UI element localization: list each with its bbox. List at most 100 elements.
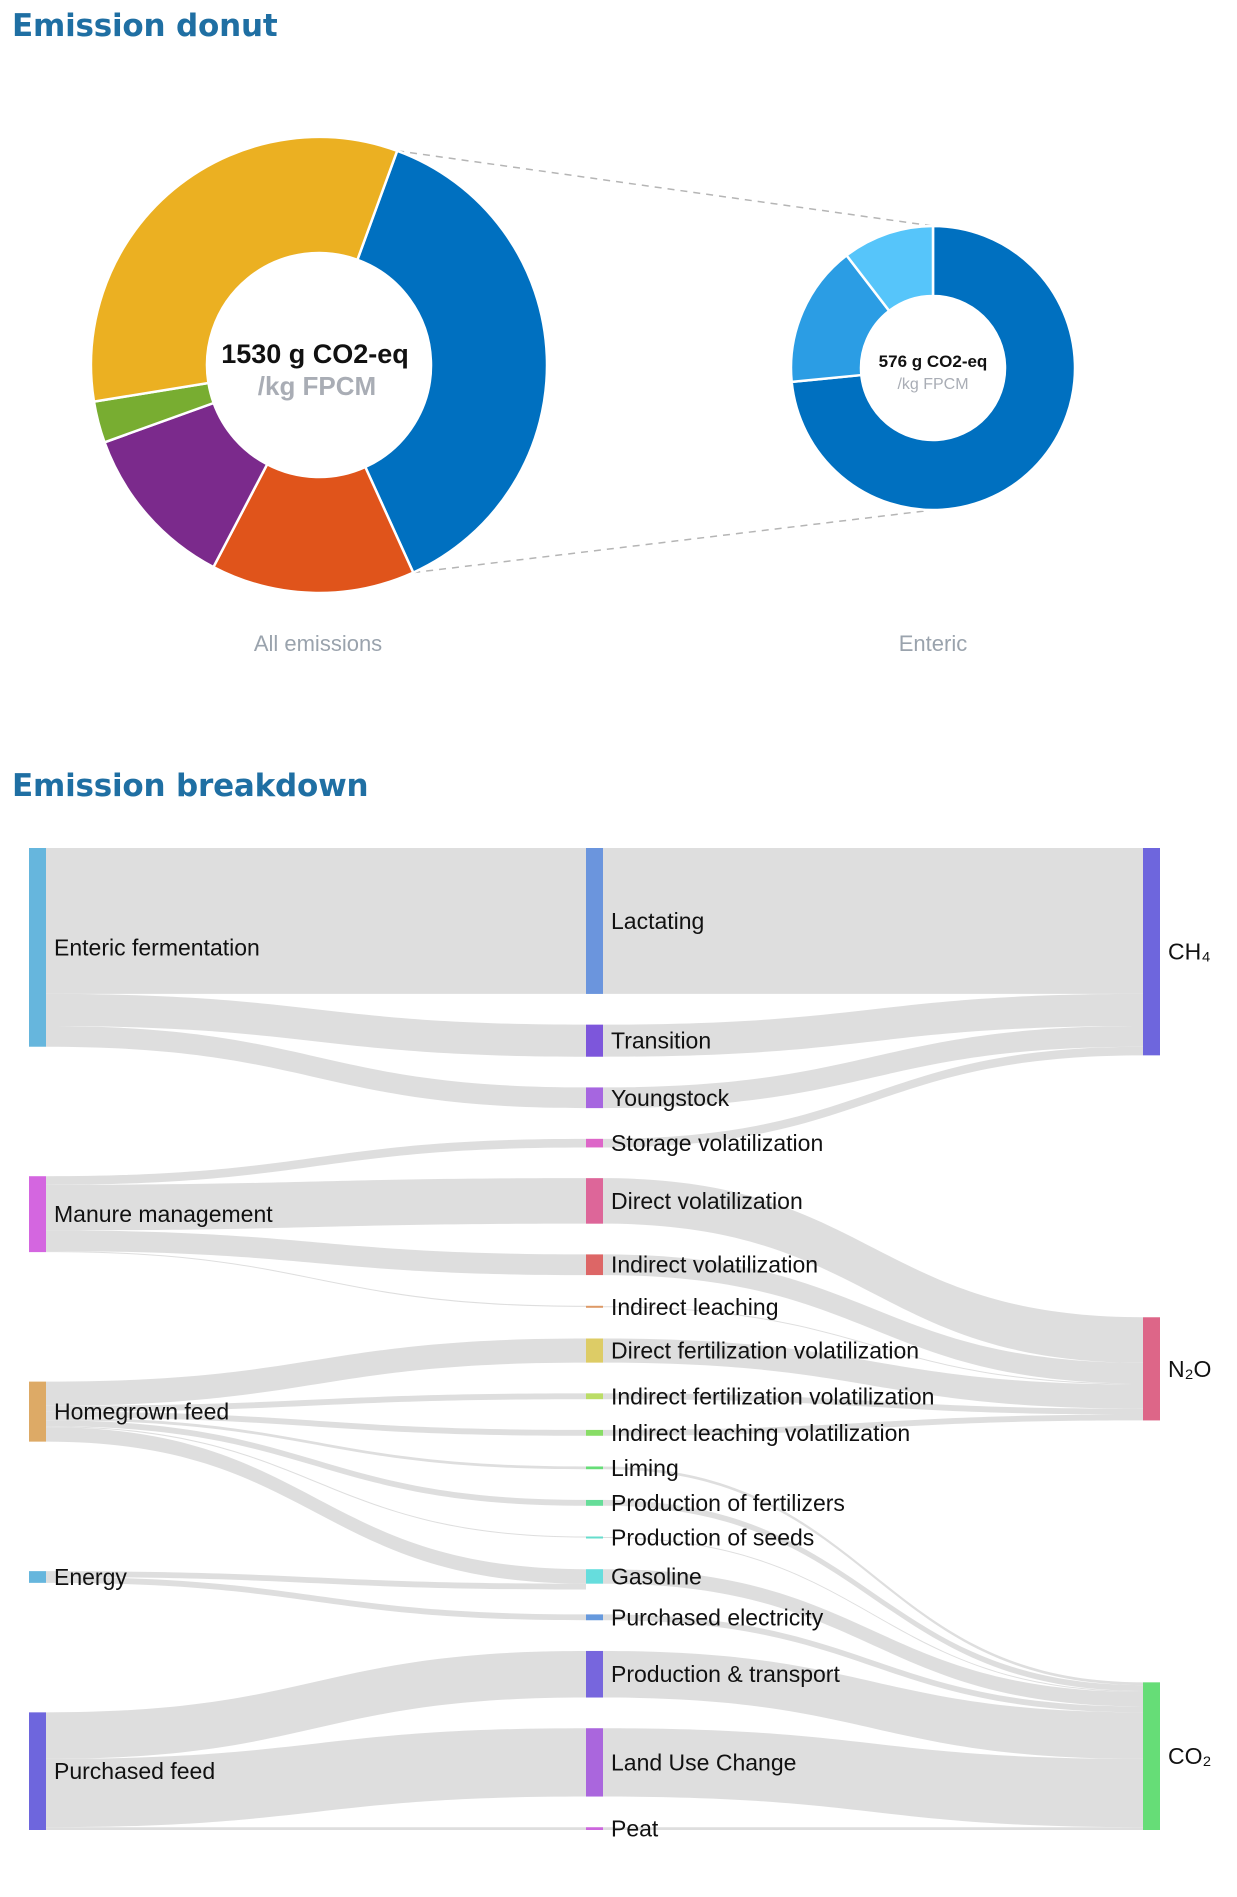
category-label-direct_vol: Direct volatilization xyxy=(611,1188,803,1214)
all-emissions-donut xyxy=(89,135,549,595)
gas-node-ch4[interactable] xyxy=(1143,848,1160,1056)
source-node-manure[interactable] xyxy=(29,1176,46,1253)
link-prod_transport-to-co2[interactable] xyxy=(603,1650,1143,1759)
link-manure-to-indirect_vol[interactable] xyxy=(46,1230,586,1276)
link-purch_elec-to-co2[interactable] xyxy=(603,1614,1143,1713)
category-node-indirect_leach[interactable] xyxy=(586,1305,603,1308)
source-label-manure: Manure management xyxy=(54,1201,273,1227)
sankey-section-title: Emission breakdown xyxy=(12,768,369,804)
gas-label-co2: CO₂ xyxy=(1168,1743,1211,1769)
gas-label-n2o: N₂O xyxy=(1168,1356,1211,1382)
link-manure-to-storage[interactable] xyxy=(46,1138,586,1185)
enteric-caption: Enteric xyxy=(899,631,967,656)
category-label-peat: Peat xyxy=(611,1816,659,1842)
sankey-links xyxy=(46,848,1143,1830)
all-emissions-center-unit: /kg FPCM xyxy=(258,371,376,401)
category-node-prod_transport[interactable] xyxy=(586,1650,603,1698)
all-emissions-caption: All emissions xyxy=(254,631,382,656)
category-label-indirect_fert: Indirect fertilization volatilization xyxy=(611,1383,934,1409)
category-node-lactating[interactable] xyxy=(586,848,603,994)
link-purchased-to-peat[interactable] xyxy=(46,1827,586,1830)
category-label-purch_elec: Purchased electricity xyxy=(611,1604,824,1630)
link-luc-to-co2[interactable] xyxy=(603,1728,1143,1828)
enteric-center-value: 576 g CO2-eq xyxy=(879,352,988,371)
enteric-slice-youngstock[interactable] xyxy=(844,224,935,313)
link-homegrown-to-direct_fert[interactable] xyxy=(46,1338,586,1406)
link-homegrown-to-indirect_fert[interactable] xyxy=(46,1393,586,1412)
sankey-labels: Enteric fermentation Manure management Hom… xyxy=(54,908,1211,1842)
donut-slice-orange[interactable] xyxy=(211,462,415,595)
category-node-peat[interactable] xyxy=(586,1827,603,1830)
link-indirect_leach_vol-to-n2o[interactable] xyxy=(603,1414,1143,1436)
link-enteric-to-lactating[interactable] xyxy=(46,848,586,994)
source-label-energy: Energy xyxy=(54,1564,127,1590)
enteric-donut xyxy=(789,224,1077,512)
category-node-youngstock[interactable] xyxy=(586,1087,603,1109)
link-homegrown-to-prod_seeds[interactable] xyxy=(46,1426,586,1538)
link-direct_fert-to-n2o[interactable] xyxy=(603,1338,1143,1409)
category-label-storage: Storage volatilization xyxy=(611,1130,823,1156)
link-indirect_vol-to-n2o[interactable] xyxy=(603,1254,1143,1384)
category-node-liming[interactable] xyxy=(586,1466,603,1470)
link-transition-to-ch4[interactable] xyxy=(603,993,1143,1057)
category-node-indirect_leach_vol[interactable] xyxy=(586,1429,603,1436)
link-prod_fert-to-co2[interactable] xyxy=(603,1499,1143,1691)
source-label-homegrown: Homegrown feed xyxy=(54,1399,229,1425)
connector-line-bottom xyxy=(413,509,934,574)
category-node-prod_seeds[interactable] xyxy=(586,1536,603,1539)
link-homegrown-to-indirect_leach_vol[interactable] xyxy=(46,1411,586,1436)
link-purchased-to-luc[interactable] xyxy=(46,1728,586,1828)
source-node-purchased[interactable] xyxy=(29,1712,46,1830)
emission-donut-chart: 1530 g CO2-eq /kg FPCM All emissions 576… xyxy=(89,135,1077,656)
category-node-direct_vol[interactable] xyxy=(586,1178,603,1224)
link-direct_vol-to-n2o[interactable] xyxy=(603,1178,1143,1363)
donut-section-title: Emission donut xyxy=(12,8,278,44)
category-label-liming: Liming xyxy=(611,1455,679,1481)
link-manure-to-indirect_leach[interactable] xyxy=(46,1251,586,1307)
source-node-energy[interactable] xyxy=(29,1571,46,1583)
source-node-enteric[interactable] xyxy=(29,848,46,1047)
category-node-transition[interactable] xyxy=(586,1024,603,1057)
link-homegrown-to-liming[interactable] xyxy=(46,1417,586,1470)
link-energy-to-gasoline[interactable] xyxy=(46,1571,586,1590)
category-node-purch_elec[interactable] xyxy=(586,1614,603,1621)
category-node-indirect_fert[interactable] xyxy=(586,1393,603,1400)
link-gasoline-to-co2[interactable] xyxy=(603,1569,1143,1707)
link-peat-to-co2[interactable] xyxy=(603,1827,1143,1830)
source-label-enteric: Enteric fermentation xyxy=(54,934,260,960)
sankey-nodes xyxy=(29,848,1160,1830)
category-label-lactating: Lactating xyxy=(611,908,704,934)
link-homegrown-to-prod_fert[interactable] xyxy=(46,1420,586,1506)
link-lactating-to-ch4[interactable] xyxy=(603,848,1143,994)
link-indirect_fert-to-n2o[interactable] xyxy=(603,1393,1143,1415)
link-prod_seeds-to-co2[interactable] xyxy=(603,1536,1143,1692)
link-enteric-to-transition[interactable] xyxy=(46,993,586,1057)
donut-slice-yellow[interactable] xyxy=(89,135,399,404)
link-enteric-to-youngstock[interactable] xyxy=(46,1026,586,1109)
category-node-gasoline[interactable] xyxy=(586,1569,603,1584)
enteric-slice-lactating[interactable] xyxy=(790,224,1077,512)
explode-connector-lines xyxy=(397,150,934,574)
link-energy-to-purch_elec[interactable] xyxy=(46,1576,586,1621)
link-liming-to-co2[interactable] xyxy=(603,1466,1143,1686)
gas-node-co2[interactable] xyxy=(1143,1682,1160,1830)
link-homegrown-to-gasoline[interactable] xyxy=(46,1427,586,1584)
link-youngstock-to-ch4[interactable] xyxy=(603,1026,1143,1109)
category-node-storage[interactable] xyxy=(586,1138,603,1148)
link-purchased-to-prod_transport[interactable] xyxy=(46,1650,586,1759)
category-label-direct_fert: Direct fertilization volatilization xyxy=(611,1338,919,1364)
category-label-gasoline: Gasoline xyxy=(611,1563,702,1589)
category-node-luc[interactable] xyxy=(586,1728,603,1797)
gas-label-ch4: CH₄ xyxy=(1168,939,1211,965)
source-node-homegrown[interactable] xyxy=(29,1381,46,1442)
donut-slice-enteric[interactable] xyxy=(355,149,549,575)
category-node-prod_fert[interactable] xyxy=(586,1499,603,1506)
link-indirect_leach-to-n2o[interactable] xyxy=(603,1306,1143,1385)
link-manure-to-direct_vol[interactable] xyxy=(46,1178,586,1231)
category-node-indirect_vol[interactable] xyxy=(586,1254,603,1276)
link-storage-to-ch4[interactable] xyxy=(603,1046,1143,1148)
category-node-direct_fert[interactable] xyxy=(586,1338,603,1363)
gas-node-n2o[interactable] xyxy=(1143,1317,1160,1421)
category-label-indirect_leach_vol: Indirect leaching volatilization xyxy=(611,1420,910,1446)
